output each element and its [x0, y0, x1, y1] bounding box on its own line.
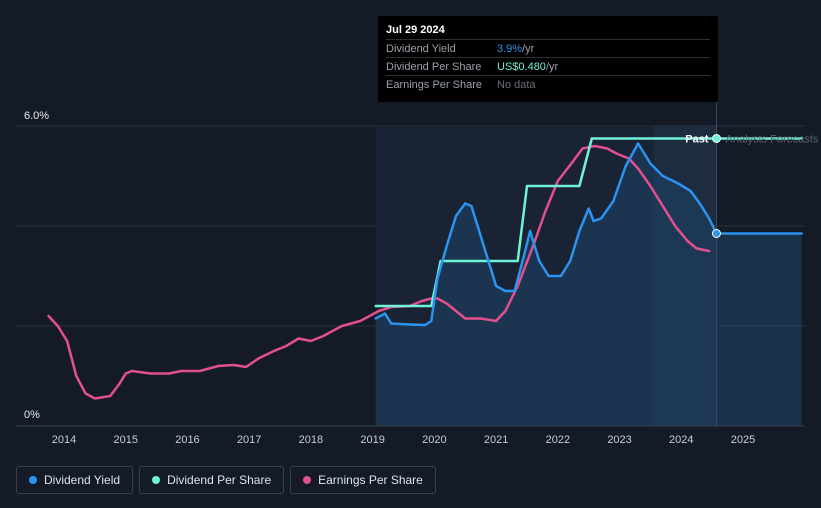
legend: Dividend Yield Dividend Per Share Earnin…	[16, 466, 436, 494]
x-tick-label: 2022	[546, 434, 570, 446]
tooltip-unit: /yr	[545, 60, 559, 73]
yield-marker	[711, 229, 721, 238]
x-tick-label: 2023	[607, 434, 631, 446]
dot-icon	[29, 476, 37, 484]
legend-label: Dividend Yield	[44, 473, 121, 487]
tooltip-row-yield: Dividend Yield 3.9% /yr	[386, 39, 710, 57]
x-tick-label: 2016	[175, 434, 199, 446]
x-tick-label: 2021	[484, 434, 508, 446]
series-lines	[47, 137, 803, 400]
tooltip: Jul 29 2024 Dividend Yield 3.9% /yr Divi…	[378, 16, 718, 102]
past-label: Past	[685, 134, 709, 146]
dps-marker	[711, 134, 721, 143]
forecast-label: Analysts Forecasts	[725, 134, 818, 146]
x-tick-label: 2014	[52, 434, 76, 446]
dot-icon	[152, 476, 161, 484]
legend-label: Dividend Per Share	[167, 473, 272, 487]
y-label-bottom: 0%	[24, 409, 40, 421]
x-tick-label: 2025	[731, 434, 755, 446]
x-axis: 2014 2015 2016 2017 2018 2019 2020 2021 2022 2023…	[16, 425, 805, 446]
legend-item-dividend-yield[interactable]: Dividend Yield	[16, 466, 134, 494]
tooltip-value: US$0.480	[497, 60, 546, 73]
x-tick-label: 2024	[669, 434, 693, 446]
tooltip-row-dps: Dividend Per Share US$0.480 /yr	[386, 57, 710, 75]
area-fills	[375, 100, 802, 426]
dividend-yield-line	[374, 142, 803, 327]
tooltip-label: Dividend Per Share	[386, 60, 482, 73]
tooltip-label: Dividend Yield	[386, 42, 456, 55]
markers	[711, 134, 721, 238]
legend-item-dividend-per-share[interactable]: Dividend Per Share	[139, 466, 285, 494]
x-tick-label: 2017	[237, 434, 261, 446]
tooltip-value: 3.9%	[497, 42, 523, 55]
dividend-per-share-line	[374, 137, 803, 308]
legend-label: Earnings Per Share	[318, 473, 423, 487]
x-tick-label: 2018	[299, 434, 323, 446]
dot-icon	[303, 476, 312, 484]
legend-item-earnings-per-share[interactable]: Earnings Per Share	[290, 466, 436, 494]
x-tick-label: 2015	[113, 434, 137, 446]
dividend-yield-area	[375, 143, 802, 426]
tooltip-date: Jul 29 2024	[386, 24, 445, 36]
x-tick-label: 2019	[360, 434, 384, 446]
tooltip-unit: /yr	[522, 42, 535, 55]
tooltip-row-eps: Earnings Per Share No data	[386, 75, 710, 93]
x-tick-label: 2020	[422, 434, 446, 446]
tooltip-label: Earnings Per Share	[386, 78, 482, 91]
y-label-top: 6.0%	[24, 110, 49, 122]
tooltip-value: No data	[497, 78, 536, 91]
